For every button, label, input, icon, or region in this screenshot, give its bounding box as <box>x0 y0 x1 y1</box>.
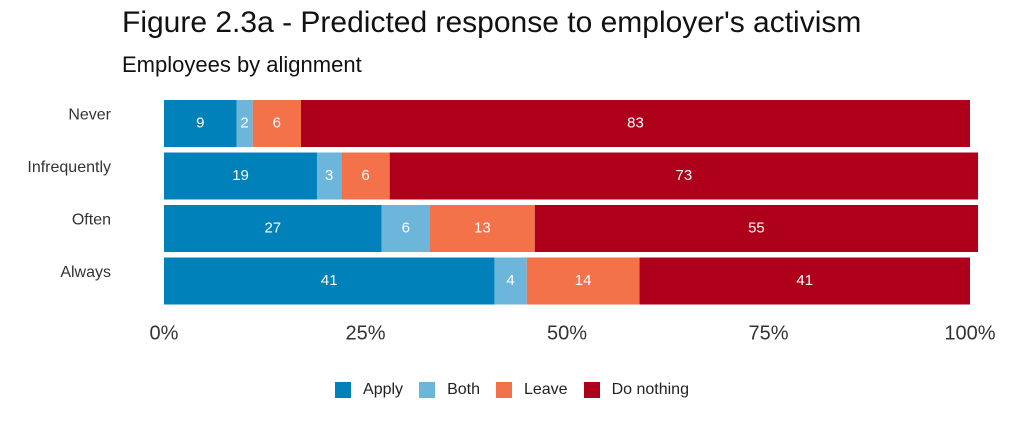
bar-segment <box>164 257 495 305</box>
bar-segment <box>317 152 342 200</box>
legend-item: Do nothing <box>583 381 689 399</box>
legend-swatch <box>495 382 512 398</box>
category-label: Never <box>68 107 111 124</box>
data-label: 14 <box>575 272 592 289</box>
bar-segment <box>526 257 640 305</box>
legend-item: Leave <box>495 381 568 399</box>
chart-title: Figure 2.3a - Predicted response to empl… <box>122 6 862 39</box>
bar-segment <box>341 152 390 200</box>
legend-item: Both <box>419 381 480 399</box>
data-label: 41 <box>796 272 813 289</box>
data-label: 73 <box>676 167 693 184</box>
bar-segment <box>164 100 237 147</box>
data-label: 27 <box>264 219 281 236</box>
data-label: 9 <box>196 114 204 131</box>
legend-label: Apply <box>363 381 404 398</box>
bar-segment <box>534 205 979 252</box>
bar-segment <box>164 152 318 200</box>
bar-segment <box>301 100 970 147</box>
legend-swatch <box>583 382 600 398</box>
data-label: 3 <box>325 167 333 184</box>
category-label: Often <box>72 212 111 229</box>
legend-label: Both <box>447 381 480 398</box>
bar-segment <box>429 205 535 252</box>
data-label: 55 <box>748 219 765 236</box>
legend-swatch <box>419 382 436 398</box>
x-tick-label: 50% <box>547 322 587 344</box>
data-label: 4 <box>506 272 514 289</box>
stacked-bar-chart: Never 9 2 6 83 Infrequently 19 3 6 73 Often 27 6 13 55… <box>27 100 996 344</box>
bar-segment <box>494 257 527 305</box>
legend-label: Do nothing <box>611 381 689 398</box>
x-tick-label: 25% <box>345 322 385 344</box>
data-label: 6 <box>361 167 369 184</box>
bar-segment <box>389 152 979 200</box>
data-label: 41 <box>321 272 338 289</box>
bar-segment <box>164 205 382 252</box>
data-label: 6 <box>402 219 410 236</box>
chart-subtitle: Employees by alignment <box>122 52 362 77</box>
legend-label: Leave <box>523 381 568 398</box>
data-label: 13 <box>474 219 491 236</box>
data-label: 83 <box>627 114 644 131</box>
data-label: 2 <box>240 114 248 131</box>
bar-segment <box>252 100 302 147</box>
x-tick-label: 75% <box>748 322 788 344</box>
legend: Apply Both Leave Do nothing <box>0 381 1024 399</box>
x-tick-label: 100% <box>944 322 995 344</box>
category-label: Always <box>60 264 111 281</box>
data-label: 6 <box>273 114 281 131</box>
data-label: 19 <box>232 167 249 184</box>
legend-item: Apply <box>335 381 403 399</box>
category-label: Infrequently <box>27 159 111 176</box>
legend-swatch <box>335 382 352 398</box>
bar-segment <box>236 100 253 147</box>
x-tick-label: 0% <box>150 322 179 344</box>
bar-segment <box>381 205 430 252</box>
bar-segment <box>639 257 970 305</box>
